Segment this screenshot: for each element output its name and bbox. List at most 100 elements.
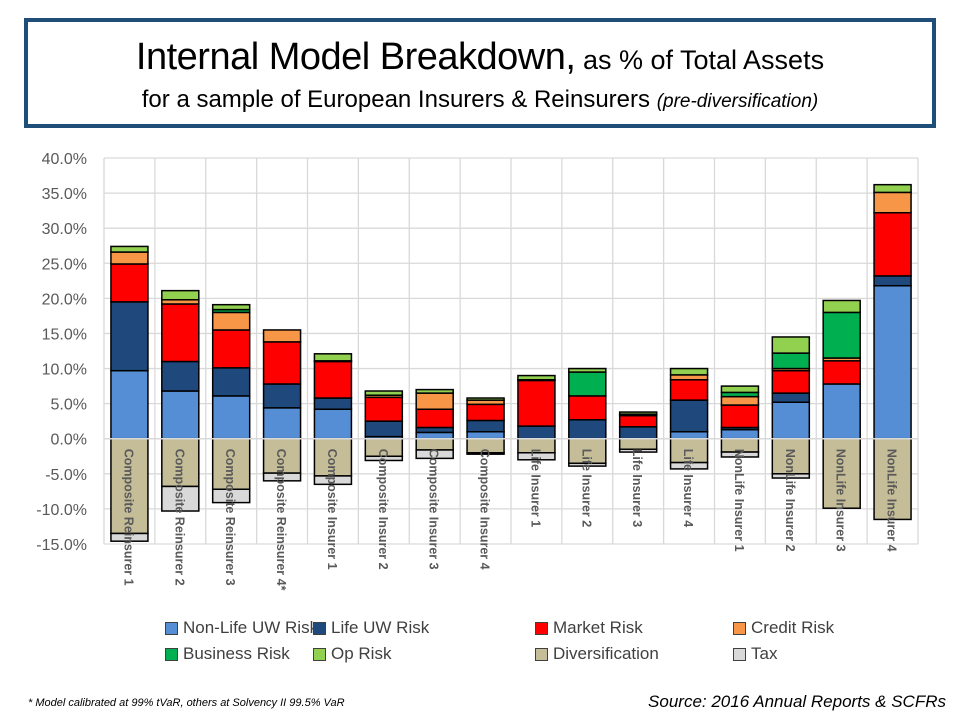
x-tick-label: Composite Reinsurer 4*: [274, 449, 288, 591]
bar-segment-non-life-uw-risk: [873, 284, 912, 440]
bar-segment-life-uw-risk: [161, 360, 200, 392]
x-tick-label: Composite Insurer 3: [427, 449, 441, 570]
bar-segment-diversification: [262, 437, 302, 474]
bar-segment-op-risk: [466, 397, 505, 401]
x-tick-label: NonLife Insurer 2: [783, 449, 797, 552]
bar-segment-credit-risk: [262, 329, 302, 343]
bar-segment-life-uw-risk: [466, 419, 505, 433]
legend-item-market-risk: Market Risk: [535, 618, 643, 638]
y-tick-label: -5.0%: [45, 467, 87, 484]
bar-segment-op-risk: [720, 385, 760, 394]
source-note: Source: 2016 Annual Reports & SCFRs: [648, 692, 946, 711]
legend-label: Tax: [751, 644, 778, 663]
bar-segment-life-uw-risk: [110, 301, 149, 372]
bar-segment-business-risk: [771, 352, 811, 370]
legend-item-non-life-uw-risk: Non-Life UW Risk: [165, 618, 318, 638]
bar-segment-tax: [110, 532, 149, 542]
bar-segment-non-life-uw-risk: [415, 431, 454, 440]
bar-segment-life-uw-risk: [669, 399, 709, 433]
bar-segment-market-risk: [822, 360, 861, 385]
bar-segment-credit-risk: [873, 191, 912, 214]
y-tick-label: 30.0%: [42, 221, 87, 238]
bar-segment-credit-risk: [415, 392, 454, 411]
subtitle-italic: (pre-diversification): [656, 91, 819, 112]
legend-label: Op Risk: [331, 644, 392, 663]
x-tick-label: NonLife Insurer 4: [885, 449, 899, 552]
legend-item-diversification: Diversification: [535, 644, 659, 664]
bar-segment-diversification: [618, 437, 658, 451]
bar-segment-credit-risk: [211, 311, 251, 331]
x-axis-labels: Composite Reinsurer 1 Composite Reinsurer…: [121, 449, 898, 591]
bar-segment-non-life-uw-risk: [262, 407, 302, 440]
y-tick-label: 5.0%: [51, 397, 87, 414]
bar-segment-life-uw-risk: [211, 367, 251, 397]
bar-segment-business-risk: [822, 311, 861, 359]
bar-segment-tax: [415, 449, 454, 460]
bar-segment-market-risk: [466, 403, 505, 422]
bar-segment-tax: [161, 485, 200, 512]
title-main-suffix: as % of Total Assets: [575, 45, 825, 75]
bar-segment-market-risk: [618, 414, 658, 428]
bar-segment-market-risk: [262, 341, 302, 385]
x-tick-label: Life Insurer 2: [579, 449, 593, 528]
legend-label: Diversification: [553, 644, 659, 663]
bar-segment-life-uw-risk: [313, 397, 353, 411]
bar-segment-tax: [771, 473, 811, 479]
bar-segment-life-uw-risk: [364, 420, 404, 438]
y-tick-label: 40.0%: [42, 151, 87, 168]
bar-segment-tax: [669, 461, 709, 470]
x-tick-label: Life Insurer 1: [528, 449, 542, 528]
legend: Non-Life UW Risk Life UW Risk Market Risk C…: [165, 618, 865, 668]
bar-segment-non-life-uw-risk: [669, 430, 709, 440]
bar-segment-market-risk: [568, 395, 607, 421]
x-tick-label: Composite Insurer 4: [478, 449, 492, 570]
bar-segment-business-risk: [568, 371, 607, 397]
legend-item-credit-risk: Credit Risk: [733, 618, 834, 638]
bar-segment-diversification: [211, 437, 251, 491]
bar-segment-market-risk: [415, 408, 454, 429]
x-tick-label: Life Insurer 4: [681, 449, 695, 528]
bar-segment-market-risk: [873, 211, 912, 277]
y-tick-label: 35.0%: [42, 186, 87, 203]
legend-swatch: [535, 647, 548, 661]
bar-segment-tax: [568, 462, 607, 467]
bar-segment-credit-risk: [720, 395, 760, 406]
bar-segment-market-risk: [110, 263, 149, 303]
bar-segment-market-risk: [771, 369, 811, 394]
x-tick-label: Composite Reinsurer 3: [223, 449, 237, 586]
legend-swatch: [313, 647, 326, 661]
bar-segment-market-risk: [211, 329, 251, 369]
y-tick-label: 10.0%: [42, 362, 87, 379]
y-tick-label: 15.0%: [42, 326, 87, 343]
bar-segment-op-risk: [669, 367, 709, 376]
bar-segment-non-life-uw-risk: [211, 395, 251, 440]
legend-swatch: [165, 621, 178, 635]
legend-item-tax: Tax: [733, 644, 777, 664]
bar-segment-non-life-uw-risk: [313, 408, 353, 440]
bar-segment-non-life-uw-risk: [822, 383, 861, 440]
bar-segment-op-risk: [771, 336, 811, 354]
legend-item-business-risk: Business Risk: [165, 644, 290, 664]
bar-segment-non-life-uw-risk: [720, 428, 760, 440]
bar-segment-op-risk: [110, 245, 149, 253]
bar-segment-tax: [466, 452, 505, 455]
bar-segment-market-risk: [517, 379, 556, 427]
bar-segment-life-uw-risk: [618, 426, 658, 440]
legend-label: Non-Life UW Risk: [183, 618, 319, 637]
x-tick-label: Composite Insurer 2: [376, 449, 390, 570]
stacked-bar-chart: -15.0% -10.0% -5.0% 0.0% 5.0% 10.0% 15.0% 20.0%…: [36, 151, 919, 591]
y-axis-ticks: -15.0% -10.0% -5.0% 0.0% 5.0% 10.0% 15.0% 20.0%…: [36, 151, 87, 554]
legend-swatch: [733, 647, 746, 661]
bar-segment-op-risk: [313, 353, 353, 362]
y-tick-label: 0.0%: [51, 432, 87, 449]
bar-segment-market-risk: [669, 379, 709, 401]
legend-label: Credit Risk: [751, 618, 835, 637]
bar-segment-tax: [313, 475, 353, 486]
subtitle-text: for a sample of European Insurers & Rein…: [141, 86, 657, 113]
footnote: * Model calibrated at 99% tVaR, others a…: [28, 697, 345, 709]
legend-label: Market Risk: [553, 618, 643, 637]
y-tick-label: 25.0%: [42, 256, 87, 273]
legend-label: Business Risk: [183, 644, 290, 663]
bar-segment-op-risk: [517, 374, 556, 381]
bar-segment-tax: [211, 488, 251, 504]
